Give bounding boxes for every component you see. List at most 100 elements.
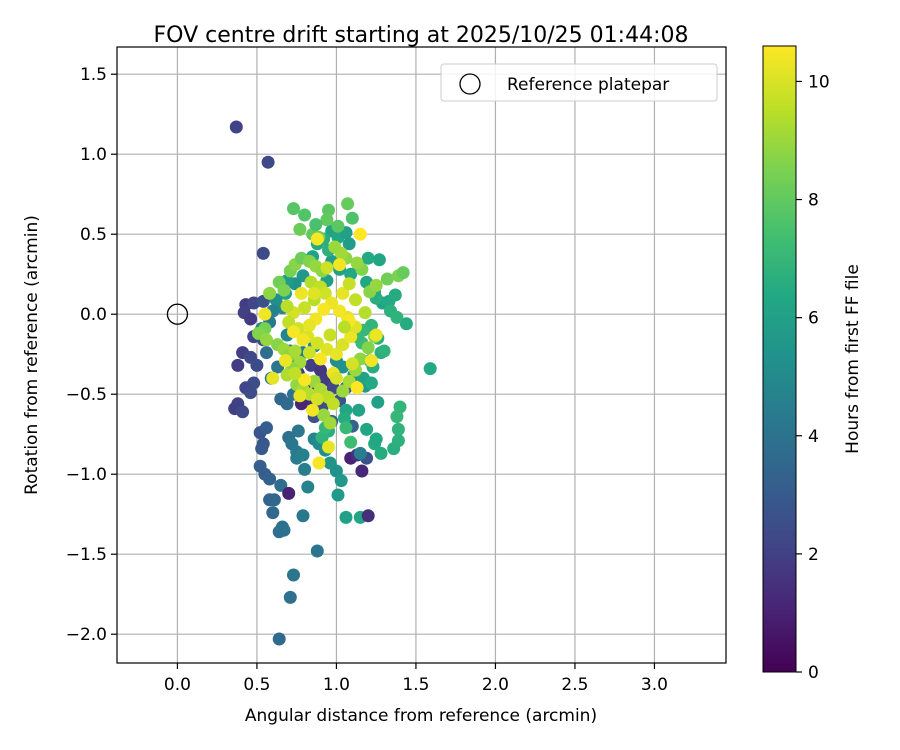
data-point <box>350 381 364 395</box>
data-point <box>279 354 292 368</box>
data-point <box>274 478 288 492</box>
data-point <box>266 371 280 385</box>
x-tick-label: 0.5 <box>243 675 270 695</box>
data-point <box>423 362 437 376</box>
y-tick-label: 0.5 <box>80 225 107 245</box>
data-point <box>344 435 358 449</box>
data-point <box>302 318 316 332</box>
data-point <box>328 240 342 254</box>
data-point <box>353 227 367 241</box>
data-point <box>355 464 369 478</box>
data-point <box>337 320 351 334</box>
x-tick-label: 1.0 <box>323 675 350 695</box>
data-point <box>275 520 289 534</box>
data-point <box>333 258 347 272</box>
data-point <box>361 509 375 523</box>
data-point <box>369 328 383 342</box>
data-point <box>301 480 315 494</box>
data-point <box>337 411 351 425</box>
data-point <box>336 384 350 398</box>
data-point <box>256 246 270 260</box>
data-point <box>296 448 310 462</box>
data-point <box>310 544 324 558</box>
data-point <box>326 397 340 411</box>
data-point <box>277 283 291 297</box>
data-point <box>302 346 316 360</box>
data-point <box>288 344 302 358</box>
data-point <box>287 568 300 582</box>
data-point <box>345 357 359 371</box>
data-point <box>247 296 261 310</box>
data-point <box>298 462 312 476</box>
plot-frame <box>116 46 727 664</box>
data-point <box>318 286 332 300</box>
data-point <box>250 358 264 372</box>
colorbar-tick-label: 10 <box>808 72 830 92</box>
y-tick-label: 1.0 <box>80 145 107 165</box>
data-point <box>244 386 258 400</box>
y-tick-label: 0.0 <box>80 305 107 325</box>
colorbar-tick-label: 6 <box>808 309 819 329</box>
data-point <box>291 424 305 438</box>
data-point <box>341 197 355 211</box>
colorbar-ticks: 0 2 4 6 8 10 <box>796 72 830 683</box>
data-point <box>307 286 321 300</box>
data-point <box>261 155 275 169</box>
data-point <box>260 421 273 435</box>
data-point <box>361 251 375 265</box>
data-point <box>331 488 345 502</box>
grid <box>117 47 726 663</box>
data-point <box>339 421 353 435</box>
data-point <box>364 376 378 390</box>
data-point <box>283 590 297 604</box>
data-point <box>333 304 347 318</box>
data-point <box>258 307 272 321</box>
data-point <box>399 317 413 331</box>
data-point <box>298 208 312 222</box>
data-point <box>280 397 294 411</box>
data-point <box>352 403 366 417</box>
y-tick-label: −1.5 <box>66 545 107 565</box>
data-point <box>317 302 331 316</box>
data-point <box>282 315 296 329</box>
data-point <box>244 312 258 326</box>
data-point <box>312 456 326 470</box>
y-tick-label: −1.0 <box>66 465 107 485</box>
data-point <box>323 328 337 342</box>
data-point <box>396 266 410 280</box>
data-point <box>255 442 269 456</box>
colorbar-tick-label: 2 <box>808 545 819 565</box>
legend: Reference platepar <box>440 63 718 102</box>
colorbar-gradient <box>762 45 797 673</box>
data-point <box>371 395 385 409</box>
data-point <box>310 392 324 406</box>
data-point <box>336 286 350 300</box>
data-point <box>288 366 302 380</box>
data-point <box>336 338 350 352</box>
reference-layer <box>166 303 189 325</box>
data-point <box>350 256 364 270</box>
data-point <box>372 253 386 267</box>
data-point <box>374 446 388 460</box>
data-point <box>345 211 359 225</box>
data-point <box>260 346 273 360</box>
data-point <box>388 288 402 302</box>
data-point <box>272 632 286 646</box>
x-tick-label: 3.0 <box>641 675 668 695</box>
y-axis-label: Rotation from reference (arcmin) <box>22 215 42 495</box>
data-point <box>229 120 243 134</box>
data-point <box>287 325 300 339</box>
data-point <box>361 341 375 355</box>
data-point <box>231 358 245 372</box>
data-point <box>390 410 404 424</box>
data-point <box>296 509 310 523</box>
data-point <box>293 389 307 403</box>
data-point <box>310 232 324 246</box>
data-point <box>314 352 327 366</box>
data-point <box>314 363 327 377</box>
data-point <box>263 472 277 486</box>
data-point <box>267 493 281 507</box>
data-point <box>310 336 324 350</box>
legend-box <box>440 63 718 102</box>
